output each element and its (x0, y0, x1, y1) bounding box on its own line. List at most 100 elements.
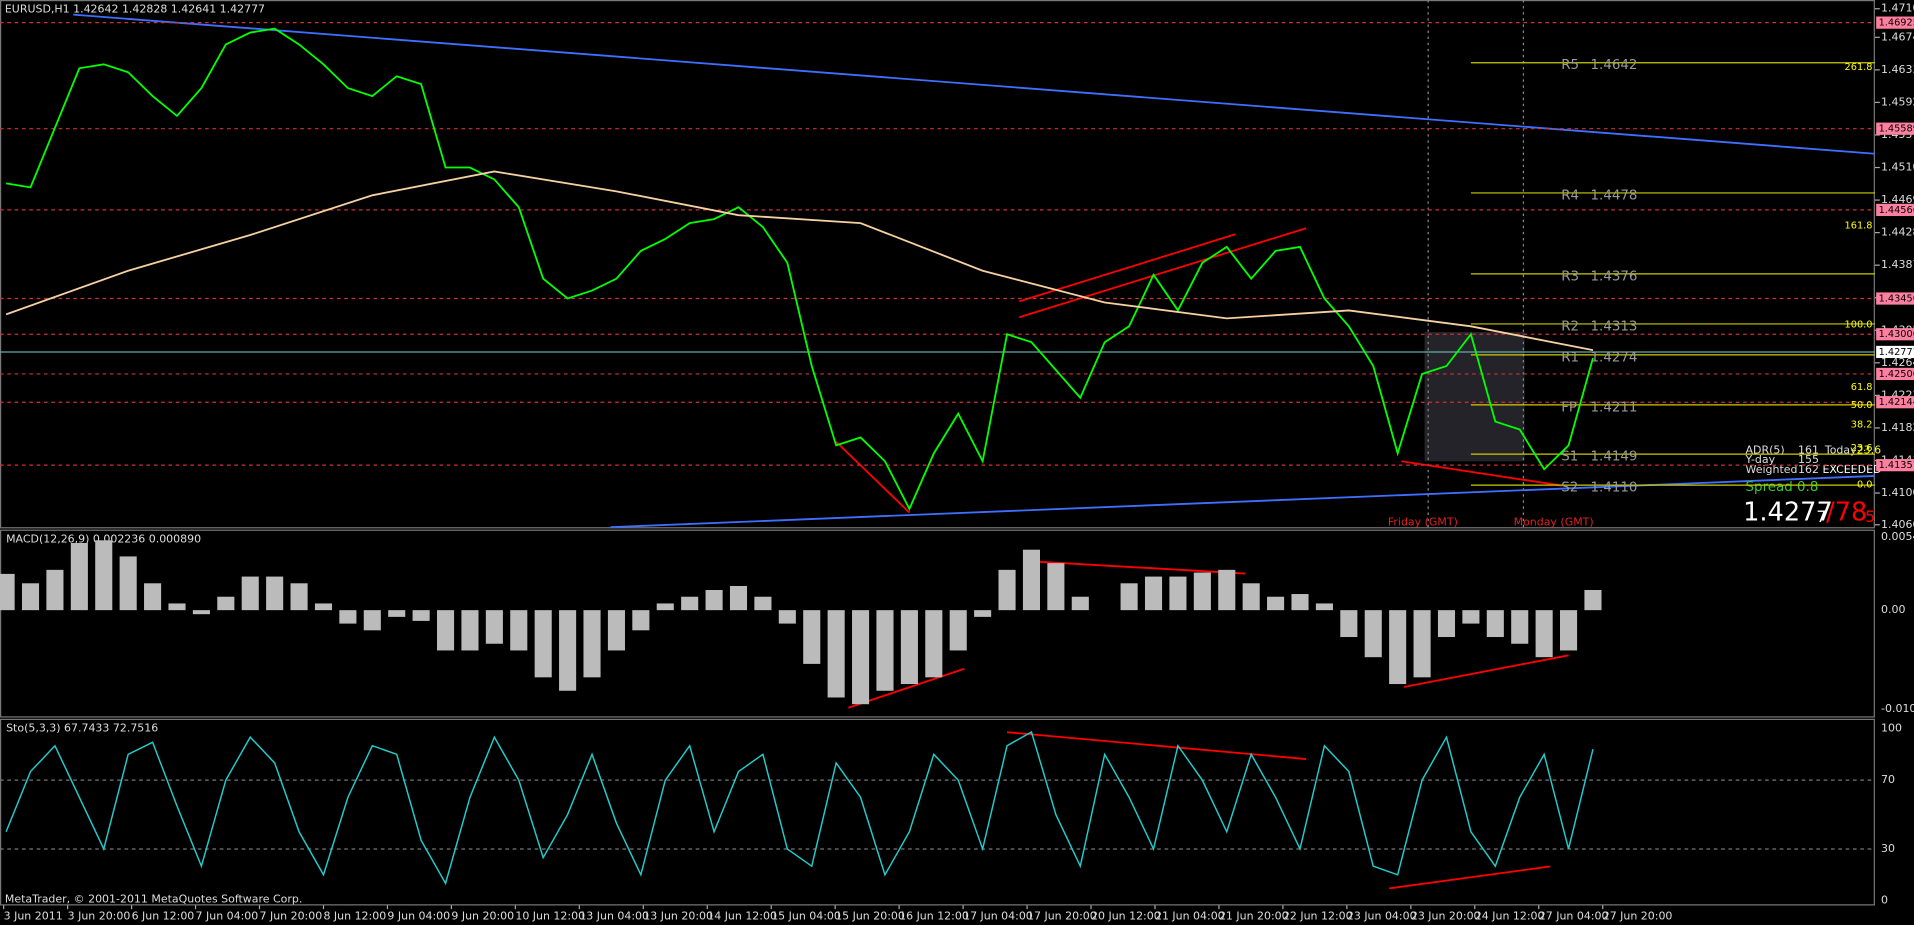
stoch-line (5, 730, 1594, 886)
yday-value: 155 (1798, 453, 1819, 466)
stoch-title: Sto(5,3,3) 67.7433 72.7516 (6, 722, 158, 735)
macd-bar (217, 596, 235, 611)
macd-bar (949, 610, 967, 651)
pivot-name: R3 (1561, 269, 1579, 284)
y-tick-label: 1.47100 (1881, 2, 1914, 15)
big-price-small: 7 (1816, 507, 1826, 526)
y-tick-label: 1.43870 (1881, 258, 1914, 271)
macd-bar (388, 610, 406, 617)
pivot-value: 1.4274 (1591, 350, 1638, 365)
macd-bar (705, 590, 723, 611)
y-tick-label: 1.40600 (1881, 518, 1914, 531)
macd-bar (632, 610, 650, 631)
level-label: 1.42144 (1879, 397, 1914, 408)
macd-bar (1462, 610, 1480, 624)
current-price-label: 1.42777 (1879, 347, 1914, 358)
level-tag (1876, 367, 1914, 381)
spread: Spread 0.8 (1746, 480, 1819, 495)
macd-bar (485, 610, 503, 644)
macd-bar (1218, 569, 1236, 611)
session-box (1424, 331, 1525, 462)
time-label: 23 Jun 04:00 (1347, 909, 1417, 922)
pivot-name: S1 (1561, 450, 1578, 465)
today-value: 23.6 (1857, 443, 1881, 456)
level-tag (1876, 459, 1914, 472)
fib-label: 161.8 (1845, 221, 1873, 232)
macd-title: MACD(12,26,9) 0.002236 0.000890 (6, 532, 201, 545)
fib-label: 100.0 (1845, 320, 1873, 331)
divergence-line (1006, 731, 1307, 760)
panel-borders (0, 0, 1875, 906)
macd-bar (95, 540, 113, 611)
macd-bar (1315, 603, 1333, 611)
stoch-panel (0, 718, 1875, 906)
fib-label: 38.2 (1851, 420, 1873, 431)
time-label: 23 Jun 20:00 (1411, 909, 1481, 922)
macd-bar (559, 610, 577, 691)
pivot-value: 1.4478 (1591, 188, 1638, 203)
macd-bar (1267, 596, 1285, 611)
macd-bar (192, 610, 210, 615)
macd-bar (852, 610, 870, 705)
level-tag (1876, 396, 1914, 409)
yday: Y-day (1745, 453, 1776, 466)
macd-bar (656, 603, 674, 611)
y-tick-label: 1.44280 (1881, 226, 1914, 239)
footer: MetaTrader, © 2001-2011 MetaQuotes Softw… (5, 892, 302, 905)
level-tag (1876, 328, 1914, 341)
y-tick-label: 1.45920 (1881, 95, 1914, 108)
stoch-tick-label: 30 (1881, 842, 1895, 855)
time-label: 24 Jun 12:00 (1475, 909, 1545, 922)
time-label: 13 Jun 20:00 (643, 909, 713, 922)
stoch-tick-label: 70 (1881, 773, 1895, 786)
y-tick-label: 1.46740 (1881, 30, 1914, 43)
y-tick-label: 1.41000 (1881, 486, 1914, 499)
macd-bar (1364, 610, 1382, 658)
y-tick-label: 1.46330 (1881, 63, 1914, 76)
adr: ADR(5) (1746, 443, 1785, 456)
time-label: 17 Jun 04:00 (963, 909, 1033, 922)
macd-bar (778, 610, 796, 624)
macd-tick-label: 0.00545 (1881, 530, 1914, 543)
macd-bar (827, 610, 845, 698)
time-label: 9 Jun 20:00 (451, 909, 514, 922)
exceeded: EXCEEDED (1822, 463, 1881, 476)
fib-label: 61.8 (1851, 382, 1873, 393)
fib-label: 261.8 (1845, 62, 1873, 73)
macd-bar (241, 576, 259, 611)
macd-bar (1413, 610, 1431, 678)
macd-bar (607, 610, 625, 651)
macd-panel (0, 529, 1875, 718)
level-tag (1876, 292, 1914, 305)
today: Today (1824, 443, 1857, 456)
pivot-name: R5 (1561, 58, 1579, 73)
big-price-sep-small: 5 (1865, 507, 1875, 526)
big-price-sep: /78 (1826, 498, 1867, 528)
adr-value: 161 (1798, 443, 1819, 456)
big-price: 1.4277 (1743, 498, 1833, 528)
macd-bar (900, 610, 918, 685)
divergence-lines (835, 227, 1569, 890)
macd-bar (974, 610, 992, 617)
time-label: 7 Jun 04:00 (196, 909, 259, 922)
macd-bar (998, 569, 1016, 611)
pivot-name: R1 (1561, 350, 1579, 365)
macd-bar (534, 610, 552, 678)
fib-label: 23.6 (1851, 443, 1873, 454)
pivot-value: 1.4211 (1591, 400, 1638, 415)
macd-bar (1389, 610, 1407, 685)
macd-bar (363, 610, 381, 631)
price-panel (0, 0, 1875, 529)
fib-label: 50.0 (1851, 400, 1873, 411)
macd-bar (1535, 610, 1553, 658)
macd-bar (1242, 583, 1260, 611)
level-tag (1876, 122, 1914, 135)
macd-tick-label: 0.00 (1881, 603, 1905, 616)
level-label: 1.44566 (1879, 205, 1914, 216)
pivot-name: FP (1561, 400, 1577, 415)
time-label: 16 Jun 12:00 (899, 909, 969, 922)
pivot-value: 1.4313 (1591, 319, 1638, 334)
macd-bar (583, 610, 601, 678)
moving-average (5, 170, 1594, 352)
